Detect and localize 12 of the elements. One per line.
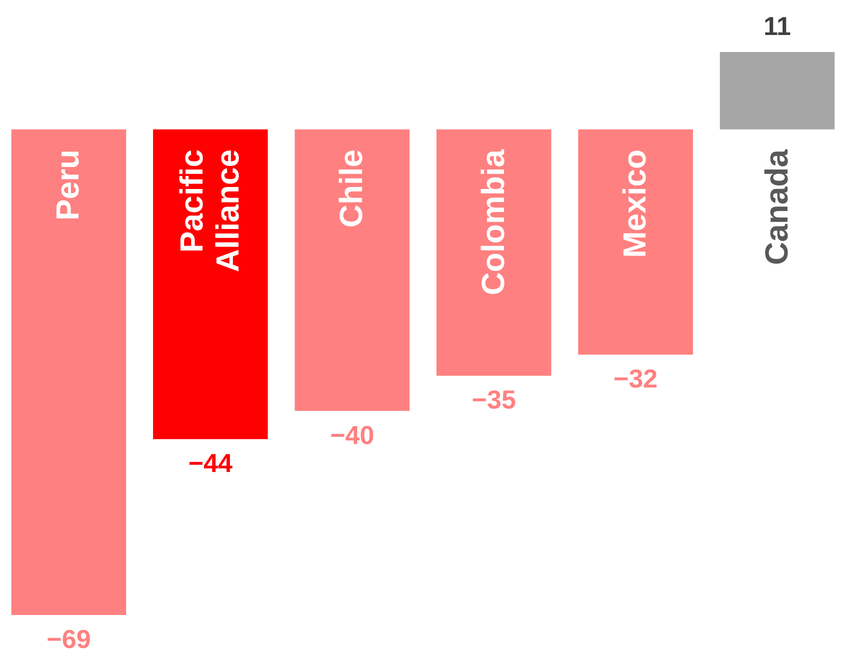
data-label: −32	[614, 364, 658, 394]
x-tick-label: Colombia	[474, 149, 511, 296]
data-label: 11	[764, 11, 792, 41]
x-tick-label: Mexico	[616, 149, 653, 258]
x-tick-label: Chile	[333, 149, 370, 228]
x-tick-label: Pacific Alliance	[173, 149, 246, 272]
data-label: −44	[188, 448, 234, 478]
x-tick-label: Peru	[50, 149, 86, 221]
data-label: −40	[330, 420, 374, 450]
x-tick-label: Canada	[758, 149, 794, 266]
data-label: −35	[472, 384, 516, 415]
data-label: −69	[46, 624, 91, 654]
